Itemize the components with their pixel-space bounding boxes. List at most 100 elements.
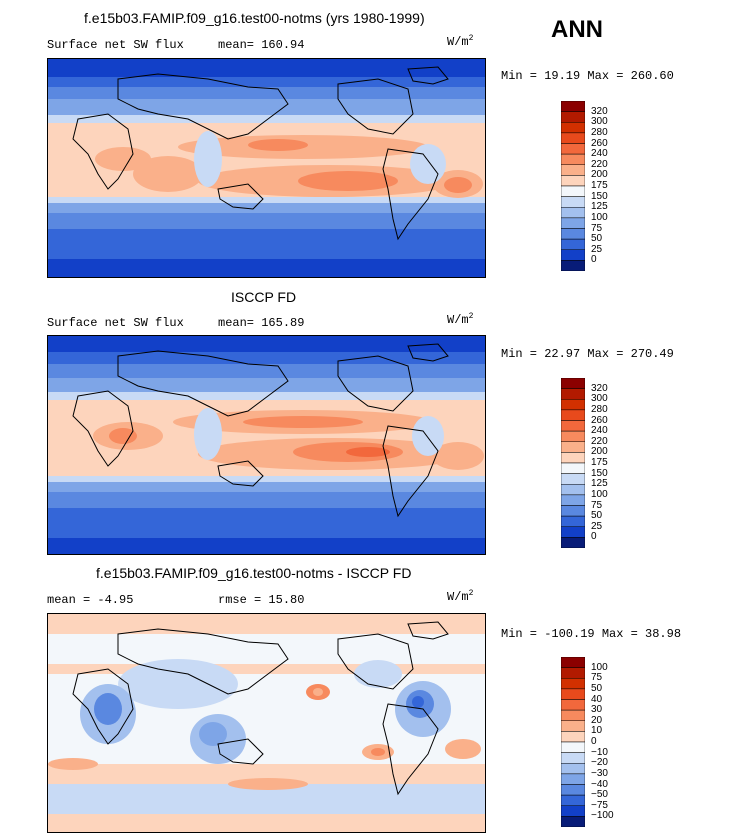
colorbar-swatch: [560, 196, 586, 208]
colorbar-swatch: [560, 217, 586, 229]
panel-2-colorbar: [560, 656, 586, 828]
colorbar-tick-label: −10: [591, 746, 608, 758]
colorbar-tick-label: −100: [591, 810, 614, 822]
colorbar-swatch: [560, 741, 586, 753]
colorbar-swatch: [560, 111, 586, 123]
panel-2-minmax: Min = -100.19 Max = 38.98: [501, 627, 682, 641]
panel-0-colorbar: [560, 100, 586, 272]
colorbar-swatch: [560, 185, 586, 197]
panel-1-variable-label: Surface net SW flux: [47, 316, 184, 330]
colorbar-tick-label: 100: [591, 211, 608, 223]
colorbar-tick-label: −30: [591, 767, 608, 779]
panel-1-minmax: Min = 22.97 Max = 270.49: [501, 347, 674, 361]
colorbar-tick-label: −20: [591, 757, 608, 769]
colorbar-swatch: [560, 462, 586, 474]
panel-1-map-svg: [48, 336, 485, 554]
panel-2-units: W/m2: [447, 589, 474, 604]
colorbar-tick-label: 280: [591, 126, 608, 138]
colorbar-swatch: [560, 132, 586, 144]
panel-0-map: [47, 58, 486, 278]
colorbar-swatch: [560, 452, 586, 464]
colorbar-tick-label: 260: [591, 137, 608, 149]
colorbar-swatch: [560, 484, 586, 496]
colorbar-tick-label: 240: [591, 148, 608, 160]
colorbar-swatch: [560, 688, 586, 700]
colorbar-tick-label: 75: [591, 222, 603, 234]
colorbar-tick-label: 280: [591, 403, 608, 415]
panel-0-colorbar-svg: [560, 100, 586, 272]
colorbar-swatch: [560, 399, 586, 411]
colorbar-swatch: [560, 794, 586, 806]
colorbar-tick-label: 320: [591, 105, 608, 117]
colorbar-swatch: [560, 153, 586, 165]
colorbar-swatch: [560, 731, 586, 743]
panel-0-mean: mean= 160.94: [218, 38, 305, 52]
colorbar-tick-label: 200: [591, 446, 608, 458]
colorbar-swatch: [560, 441, 586, 453]
colorbar-tick-label: 75: [591, 499, 603, 511]
colorbar-tick-label: 220: [591, 435, 608, 447]
colorbar-tick-label: 240: [591, 425, 608, 437]
colorbar-swatch: [560, 143, 586, 155]
colorbar-swatch: [560, 430, 586, 442]
colorbar-swatch: [560, 207, 586, 219]
panel-2-map-svg: [48, 614, 485, 832]
colorbar-swatch: [560, 656, 586, 668]
colorbar-swatch: [560, 699, 586, 711]
panel-2-rmse: rmse = 15.80: [218, 593, 305, 607]
colorbar-tick-label: 75: [591, 672, 603, 684]
panel-1-colorbar-svg: [560, 377, 586, 549]
colorbar-tick-label: 125: [591, 478, 608, 490]
colorbar-swatch: [560, 238, 586, 250]
colorbar-swatch: [560, 537, 586, 549]
panel-0-colorbar-labels: 320 300 280 260 240 220 200 175 150 125 100 75 50 25 0: [591, 101, 631, 271]
colorbar-swatch: [560, 122, 586, 134]
colorbar-swatch: [560, 678, 586, 690]
panel-2-mean: mean = -4.95: [47, 593, 134, 607]
colorbar-swatch: [560, 805, 586, 817]
panel-1-mean: mean= 165.89: [218, 316, 305, 330]
colorbar-swatch: [560, 667, 586, 679]
colorbar-swatch: [560, 494, 586, 506]
colorbar-swatch: [560, 473, 586, 485]
colorbar-swatch: [560, 505, 586, 517]
colorbar-tick-label: 260: [591, 414, 608, 426]
colorbar-swatch: [560, 377, 586, 389]
colorbar-swatch: [560, 100, 586, 112]
colorbar-tick-label: 50: [591, 682, 603, 694]
colorbar-tick-label: 100: [591, 661, 608, 673]
colorbar-swatch: [560, 249, 586, 261]
colorbar-tick-label: 20: [591, 714, 603, 726]
panel-1-title: ISCCP FD: [231, 289, 297, 305]
panel-1-colorbar-labels: 320 300 280 260 240 220 200 175 150 125 100 75 50 25 0: [591, 378, 631, 548]
colorbar-swatch: [560, 175, 586, 187]
panel-0-variable-label: Surface net SW flux: [47, 38, 184, 52]
season-label: ANN: [551, 16, 603, 43]
colorbar-tick-label: 0: [591, 531, 597, 543]
colorbar-swatch: [560, 164, 586, 176]
colorbar-swatch: [560, 784, 586, 796]
colorbar-tick-label: 175: [591, 457, 608, 468]
colorbar-tick-label: 150: [591, 467, 608, 479]
panel-2-colorbar-labels: 100 75 50 40 30 20 10 0 −10 −20 −30 −40 −50 −75 −100: [591, 657, 631, 827]
colorbar-swatch: [560, 515, 586, 527]
panel-1-units: W/m2: [447, 312, 474, 327]
colorbar-tick-label: 0: [591, 254, 597, 266]
colorbar-swatch: [560, 720, 586, 732]
colorbar-swatch: [560, 526, 586, 538]
colorbar-tick-label: 220: [591, 158, 608, 170]
colorbar-tick-label: 0: [591, 736, 597, 747]
colorbar-swatch: [560, 420, 586, 432]
colorbar-tick-label: 175: [591, 180, 608, 191]
colorbar-swatch: [560, 752, 586, 764]
colorbar-tick-label: 25: [591, 520, 603, 532]
panel-1-colorbar: [560, 377, 586, 549]
panel-0-minmax: Min = 19.19 Max = 260.60: [501, 69, 674, 83]
panel-0-units: W/m2: [447, 34, 474, 49]
colorbar-tick-label: 30: [591, 704, 603, 716]
colorbar-tick-label: 300: [591, 116, 608, 128]
colorbar-swatch: [560, 773, 586, 785]
colorbar-swatch: [560, 763, 586, 775]
panel-2-title: f.e15b03.FAMIP.f09_g16.test00-notms - IS…: [96, 565, 412, 581]
colorbar-tick-label: 125: [591, 201, 608, 213]
